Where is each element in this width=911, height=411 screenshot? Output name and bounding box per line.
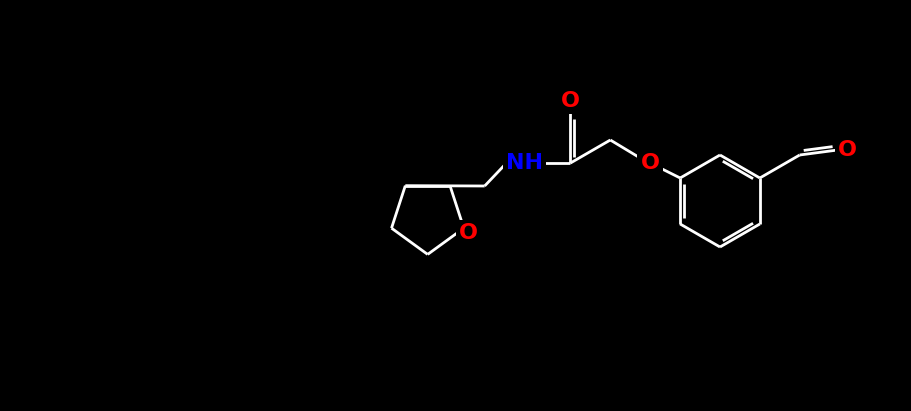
Text: O: O [640,153,660,173]
Text: O: O [561,91,580,111]
Text: O: O [838,140,857,160]
Text: NH: NH [506,153,543,173]
Text: O: O [459,223,478,243]
